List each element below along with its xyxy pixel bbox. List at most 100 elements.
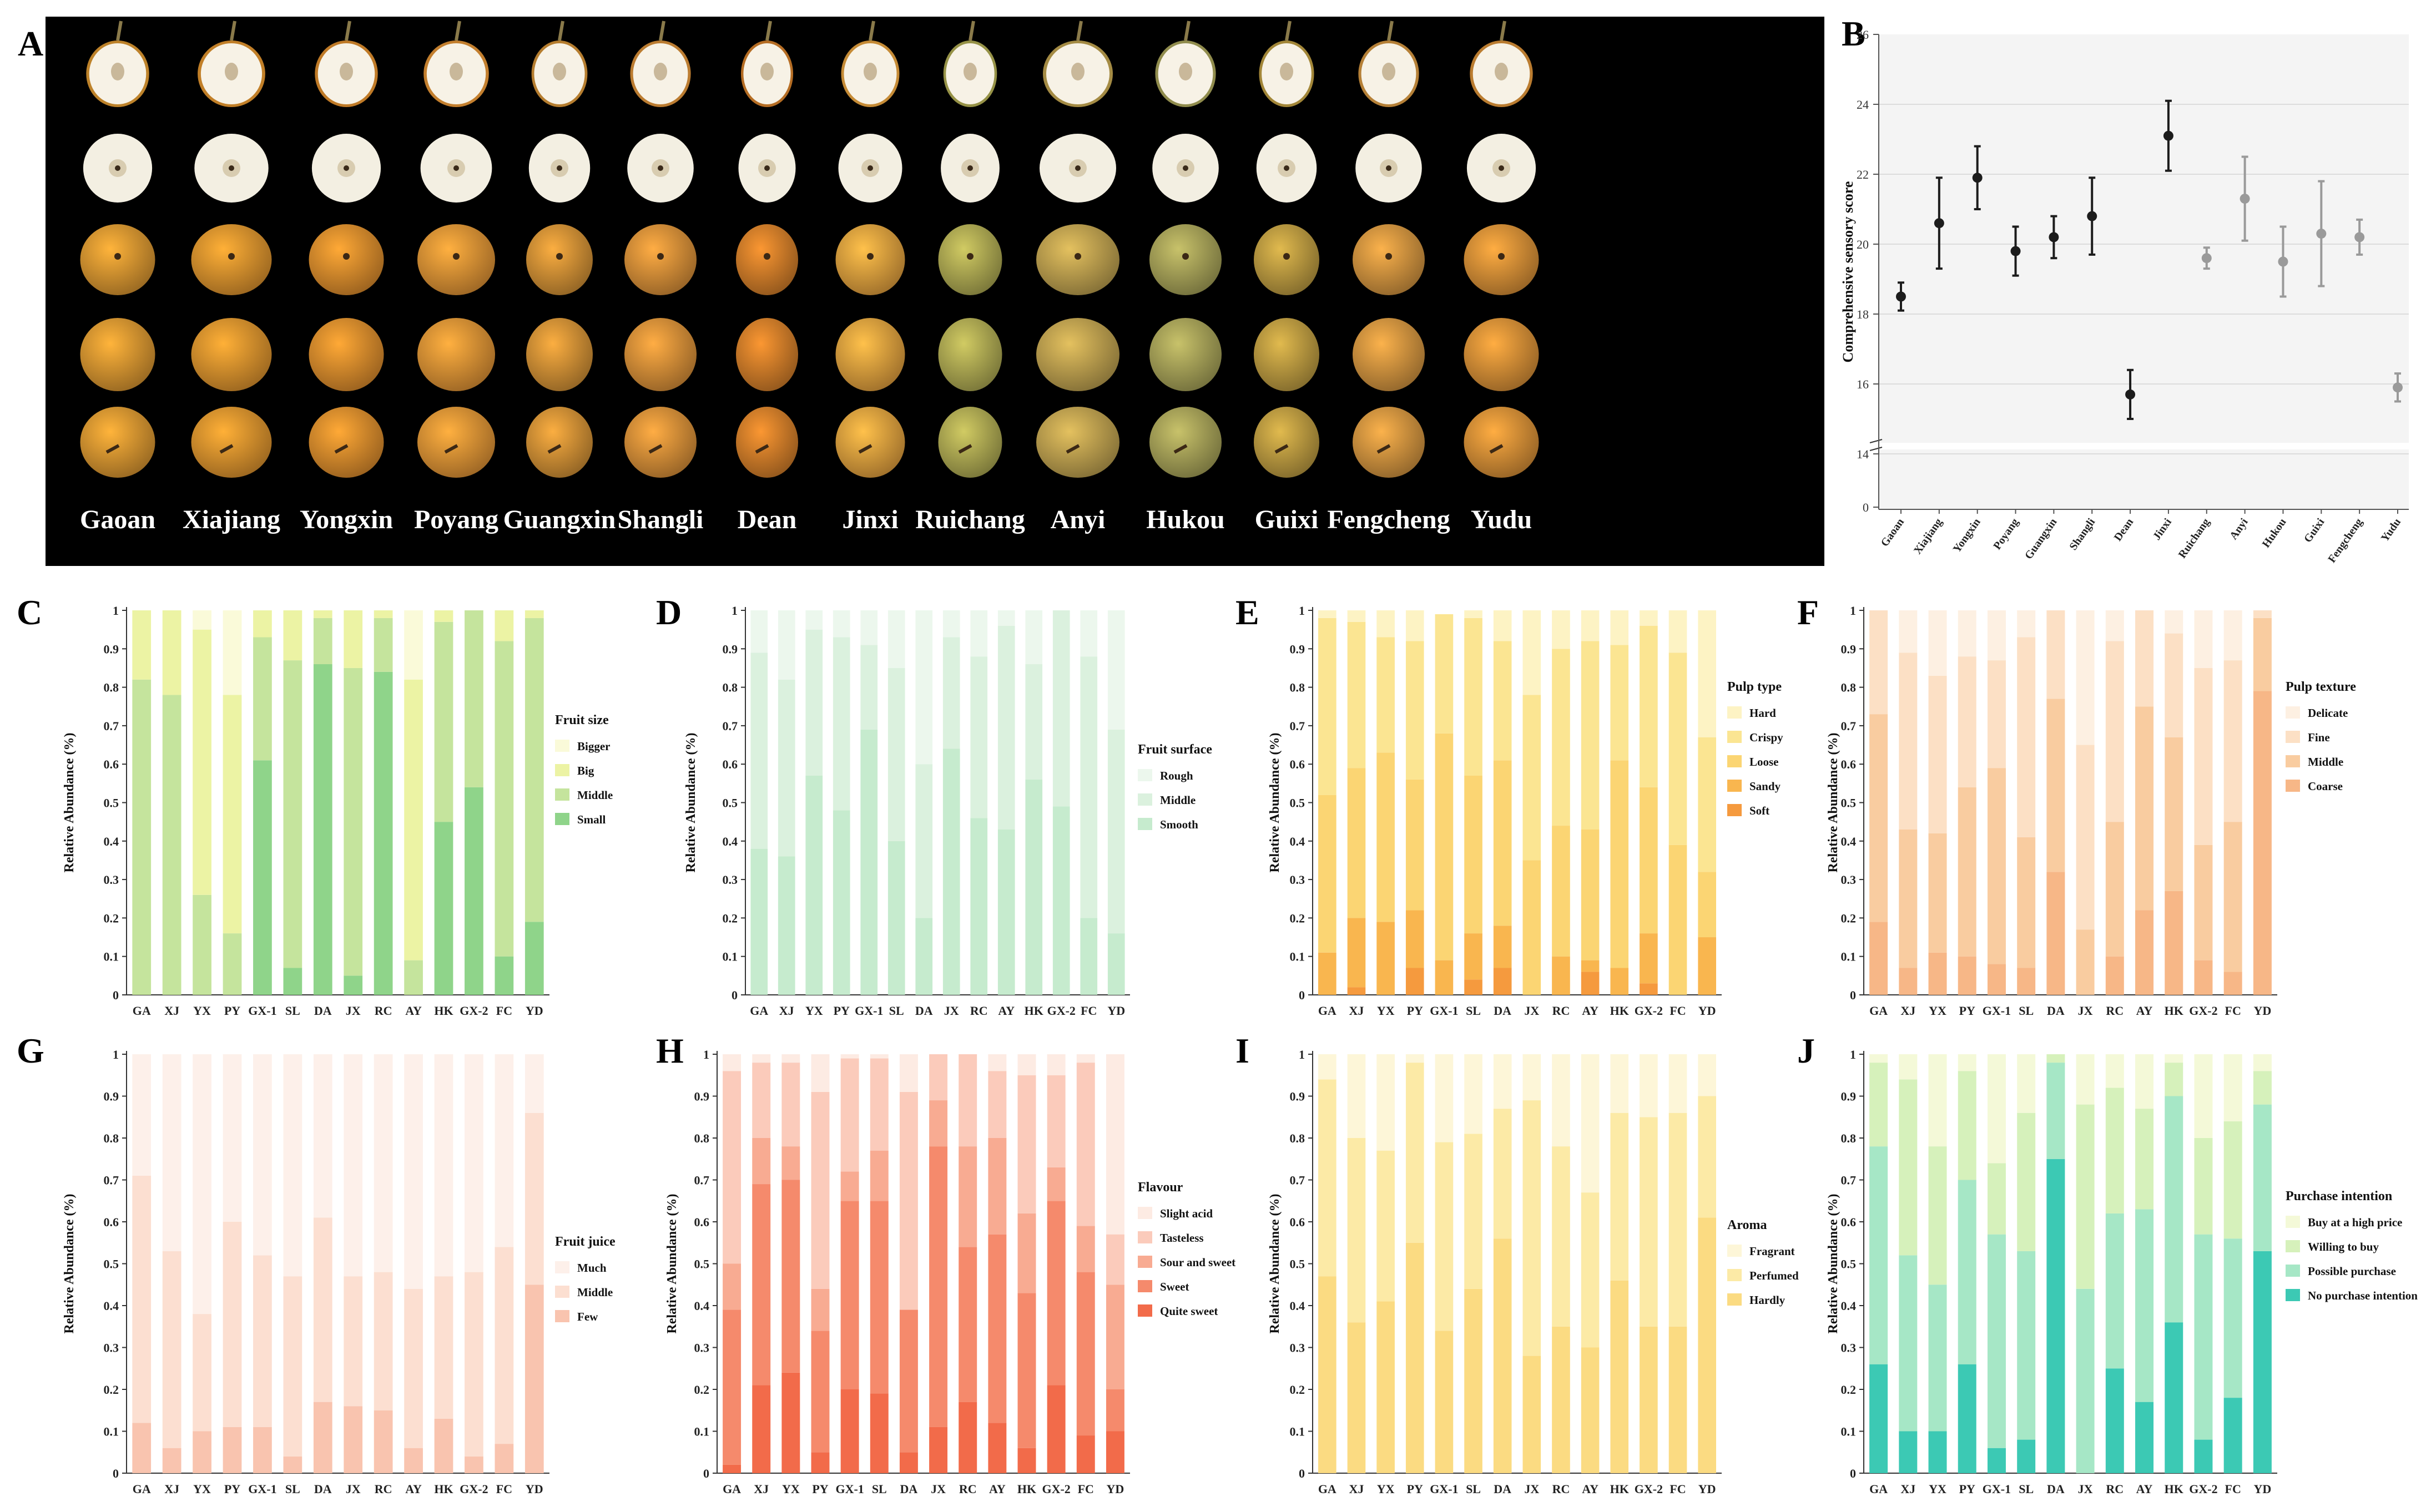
pear-variety-label: Anyi: [1051, 505, 1106, 534]
bar-segment-hardly: [1493, 1238, 1512, 1473]
x-tick-label: JX: [944, 1004, 959, 1018]
y-tick-label: 0.7: [104, 1174, 119, 1187]
bar-segment-middle: [524, 1112, 544, 1285]
whole-pear: [1353, 318, 1425, 391]
bar-segment-soft: [1493, 968, 1512, 995]
pear-stem: [858, 444, 872, 454]
bar-segment-big: [495, 610, 514, 641]
whole-pear: [624, 318, 697, 391]
whole-pear: [938, 224, 1002, 295]
y-tick-label: 0.9: [1841, 642, 1857, 656]
bar-segment-willing-to-buy: [2194, 1138, 2213, 1235]
bar-segment-middle: [313, 618, 332, 665]
bar-segment-loose: [1464, 775, 1482, 934]
y-tick-label: 1: [113, 1048, 119, 1061]
whole-pear: [80, 407, 155, 478]
x-tick-label: PY: [1959, 1482, 1975, 1496]
pear-variety-label: Guangxin: [503, 505, 616, 534]
y-tick-label: 0: [1850, 1467, 1856, 1480]
bar-segment-middle: [2017, 837, 2036, 968]
bar-segment-rough: [970, 610, 988, 657]
x-tick-label: AY: [1582, 1004, 1598, 1018]
pear-skin: [1254, 318, 1319, 391]
data-point: [2316, 229, 2327, 239]
x-tick-label: XJ: [1349, 1482, 1364, 1496]
x-tick-label: DA: [314, 1004, 332, 1018]
y-tick-label: 0: [1299, 988, 1305, 1002]
bar-segment-quite-sweet: [1106, 1431, 1124, 1473]
bar-segment-sandy: [1493, 926, 1512, 968]
y-tick-label: 1: [703, 1048, 709, 1061]
bar-segment-smooth: [1107, 933, 1125, 995]
legend-label: Small: [577, 813, 606, 826]
x-tick-label: FC: [496, 1482, 512, 1496]
pear-stem: [444, 444, 458, 454]
x-tick-label: XJ: [1900, 1482, 1915, 1496]
bar-segment-much: [404, 1054, 423, 1289]
bar-segment-smooth: [970, 818, 988, 995]
bar-segment-buy-at-a-high-price: [1958, 1054, 1976, 1071]
bar-segment-middle: [313, 1217, 332, 1402]
pear-stem: [219, 444, 234, 454]
legend-swatch: [1138, 769, 1152, 781]
bar-segment-sweet: [752, 1184, 771, 1385]
bar-segment-small: [465, 787, 483, 995]
bar-segment-coarse: [2105, 956, 2124, 995]
bar-segment-sandy: [1698, 937, 1716, 995]
pear-seed: [1284, 165, 1289, 171]
whole-pear: [624, 224, 697, 295]
whole-pear: [736, 407, 798, 478]
y-tick-label: 0.8: [1290, 681, 1305, 695]
bar-segment-sour-and-sweet: [752, 1138, 771, 1185]
whole-pear: [1149, 407, 1222, 478]
bar-segment-smooth: [833, 810, 850, 995]
data-point: [2163, 130, 2173, 141]
bar-segment-few: [465, 1456, 483, 1473]
legend-swatch: [2286, 1216, 2300, 1228]
legend-label: Possible purchase: [2308, 1265, 2396, 1278]
bar-segment-perfumed: [1318, 1079, 1336, 1277]
y-tick-label: 0.9: [104, 642, 119, 656]
bar-segment-buy-at-a-high-price: [2105, 1054, 2124, 1088]
pear-cross-section: [420, 134, 492, 203]
bar-segment-perfumed: [1347, 1138, 1366, 1323]
legend-title: Fruit size: [555, 713, 609, 727]
bar-segment-middle: [223, 1222, 242, 1427]
y-tick-label: 0.2: [1841, 911, 1857, 925]
bar-segment-loose: [1698, 872, 1716, 938]
x-tick-label: SL: [285, 1004, 300, 1018]
bar-segment-middle: [750, 653, 768, 849]
bar-segment-middle: [374, 1272, 393, 1410]
x-tick-label: GA: [1318, 1004, 1336, 1018]
bar-segment-hardly: [1435, 1331, 1454, 1473]
pear-stem: [1376, 444, 1391, 454]
pear-calyx: [1498, 253, 1505, 260]
bar-segment-hardly: [1318, 1276, 1336, 1473]
x-tick-label: GX-2: [2189, 1482, 2217, 1496]
bar-segment-much: [465, 1054, 483, 1272]
pear-skin: [1254, 407, 1319, 478]
bar-segment-hardly: [1347, 1322, 1366, 1473]
bar-segment-no-purchase-intention: [2046, 1159, 2065, 1473]
bar-segment-possible-purchase: [2194, 1234, 2213, 1440]
bar-segment-few: [434, 1418, 453, 1473]
bar-segment-slight-acid: [781, 1054, 800, 1063]
bar-segment-bigger: [404, 610, 423, 680]
y-tick-label: 0.4: [723, 835, 738, 848]
bar-segment-middle: [404, 1288, 423, 1448]
bar-segment-fine: [1987, 660, 2006, 768]
pear-cross-section: [1355, 134, 1422, 203]
bar-segment-slight-acid: [899, 1054, 918, 1092]
bar-segment-middle: [2223, 822, 2242, 972]
bar-segment-tasteless: [899, 1091, 918, 1310]
bar-segment-rough: [860, 610, 878, 645]
bar-segment-few: [283, 1456, 302, 1473]
bar-segment-hard: [1640, 610, 1658, 626]
y-tick-label: 0.8: [104, 681, 119, 695]
x-tick-label: XJ: [1349, 1004, 1364, 1018]
x-tick-label: XJ: [164, 1482, 179, 1496]
bar-segment-hard: [1698, 610, 1716, 737]
pear-calyx: [556, 253, 563, 260]
data-point: [1934, 218, 1944, 229]
bar-segment-loose: [1347, 768, 1366, 918]
